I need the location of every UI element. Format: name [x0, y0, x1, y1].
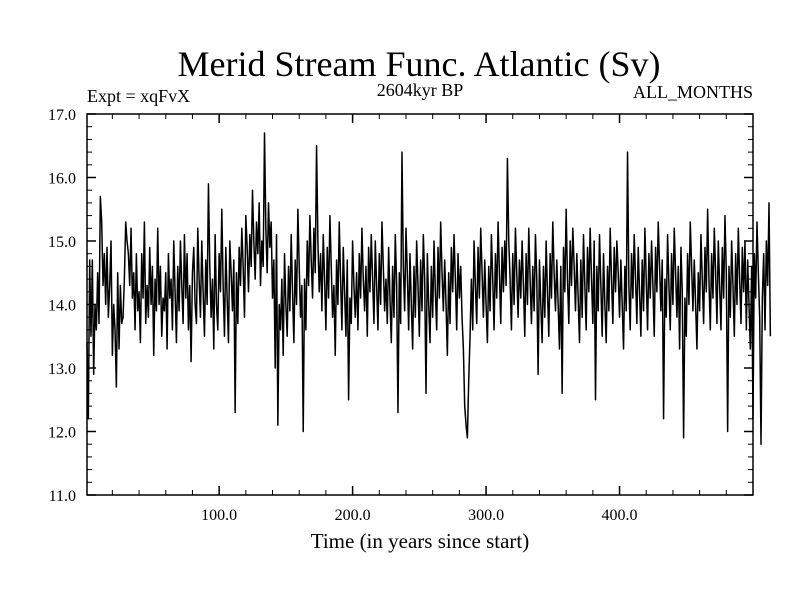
period-label: 2604kyr BP — [377, 80, 464, 100]
y-tick-label: 12.0 — [48, 425, 76, 442]
y-tick-label: 13.0 — [48, 361, 76, 378]
x-tick-label: 300.0 — [468, 507, 504, 524]
y-tick-label: 17.0 — [48, 107, 76, 124]
series-line — [86, 132, 772, 445]
experiment-label: Expt = xqFvX — [87, 86, 190, 106]
x-tick-label: 400.0 — [602, 507, 638, 524]
x-axis-title: Time (in years since start) — [311, 529, 530, 553]
x-tick-label: 100.0 — [201, 507, 237, 524]
y-tick-label: 11.0 — [49, 488, 76, 505]
y-tick-label: 16.0 — [48, 171, 76, 188]
plot-frame — [86, 113, 754, 496]
chart-title: Merid Stream Func. Atlantic (Sv) — [178, 44, 661, 84]
months-label: ALL_MONTHS — [633, 82, 753, 102]
y-tick-label: 15.0 — [48, 234, 76, 251]
y-tick-label: 14.0 — [48, 298, 76, 315]
x-tick-label: 200.0 — [335, 507, 371, 524]
